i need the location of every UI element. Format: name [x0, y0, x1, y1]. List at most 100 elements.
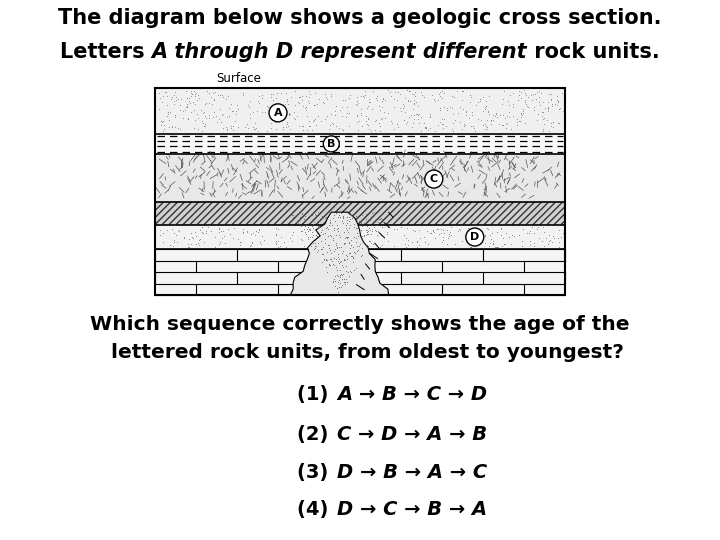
Point	[231, 101, 243, 110]
Point	[402, 240, 414, 249]
Point	[400, 108, 411, 117]
Point	[434, 118, 446, 126]
Point	[555, 233, 567, 242]
Point	[199, 99, 211, 108]
Point	[181, 93, 193, 102]
Point	[331, 284, 343, 293]
Point	[310, 241, 321, 250]
Point	[432, 224, 444, 233]
Point	[225, 100, 237, 109]
Point	[480, 97, 492, 105]
Point	[388, 241, 400, 250]
Point	[490, 110, 502, 118]
Point	[299, 104, 310, 112]
Point	[543, 231, 554, 239]
Point	[191, 96, 202, 104]
Point	[404, 86, 415, 95]
Point	[166, 93, 177, 102]
Point	[213, 240, 225, 248]
Point	[519, 96, 531, 105]
Point	[337, 269, 348, 278]
Point	[343, 109, 355, 117]
Point	[352, 246, 364, 255]
Point	[318, 242, 329, 251]
Point	[351, 112, 363, 120]
Point	[391, 120, 402, 129]
Point	[362, 227, 374, 236]
Point	[351, 237, 362, 246]
Point	[472, 232, 484, 241]
Bar	[155, 88, 565, 295]
Point	[418, 233, 430, 241]
Point	[398, 116, 410, 124]
Point	[247, 239, 258, 248]
Point	[516, 110, 527, 119]
Point	[334, 233, 346, 241]
Point	[266, 114, 277, 123]
Point	[281, 242, 292, 251]
Point	[168, 91, 179, 100]
Point	[368, 208, 379, 217]
Point	[487, 111, 499, 119]
Point	[197, 127, 208, 136]
Point	[358, 91, 369, 100]
Point	[467, 231, 479, 240]
Point	[508, 89, 519, 97]
Point	[181, 102, 193, 110]
Point	[330, 240, 341, 249]
Point	[441, 106, 453, 114]
Point	[415, 126, 426, 135]
Point	[328, 211, 339, 220]
Point	[544, 127, 555, 136]
Point	[361, 221, 373, 230]
Point	[521, 229, 532, 238]
Point	[306, 209, 318, 218]
Point	[495, 224, 506, 232]
Text: A: A	[274, 108, 282, 118]
Point	[297, 102, 309, 111]
Point	[494, 110, 505, 119]
Point	[460, 229, 472, 238]
Point	[333, 231, 344, 239]
Point	[433, 230, 444, 239]
Point	[296, 91, 307, 100]
Point	[408, 104, 419, 113]
Point	[275, 108, 287, 117]
Point	[299, 225, 310, 233]
Point	[333, 231, 344, 239]
Point	[191, 240, 202, 248]
Point	[341, 109, 353, 117]
Point	[536, 108, 548, 117]
Point	[444, 228, 456, 237]
Point	[349, 242, 361, 251]
Point	[174, 227, 185, 235]
Point	[402, 95, 414, 104]
Point	[187, 97, 199, 106]
Point	[445, 222, 456, 231]
Point	[533, 92, 544, 101]
Point	[337, 219, 348, 227]
Point	[402, 97, 414, 105]
Point	[214, 228, 225, 237]
Point	[250, 231, 261, 240]
Point	[523, 227, 535, 235]
Point	[361, 230, 372, 238]
Point	[348, 248, 359, 256]
Point	[388, 103, 400, 112]
Point	[308, 100, 320, 109]
Point	[531, 116, 543, 124]
Point	[308, 244, 320, 253]
Point	[383, 109, 395, 118]
Point	[340, 239, 351, 247]
Point	[356, 225, 367, 234]
Point	[516, 237, 528, 246]
Point	[336, 125, 348, 133]
Point	[336, 217, 348, 225]
Point	[366, 209, 378, 218]
Text: D → C → B → A: D → C → B → A	[337, 500, 487, 519]
Point	[222, 125, 233, 134]
Point	[438, 114, 450, 123]
Point	[408, 99, 420, 107]
Point	[435, 229, 446, 238]
Point	[270, 238, 282, 247]
